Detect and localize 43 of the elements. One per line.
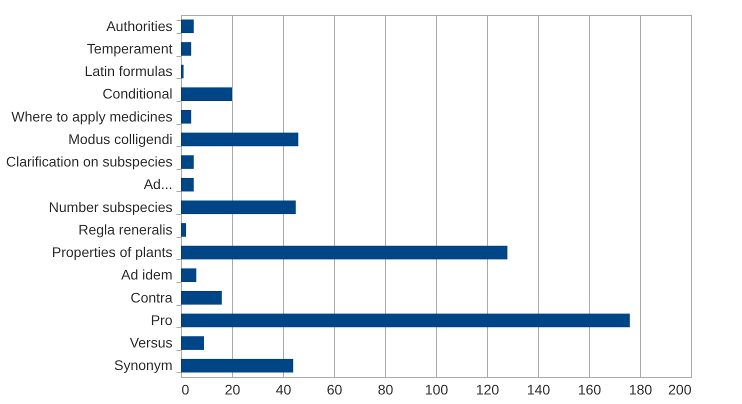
y-tick-label: Ad...: [144, 176, 172, 192]
x-tick-label: 200: [668, 382, 692, 398]
y-tick-label: Where to apply medicines: [11, 108, 172, 124]
bar: [181, 358, 294, 372]
bar: [181, 223, 186, 237]
y-tick-label: Pro: [150, 312, 173, 328]
y-tick-label: Synonym: [114, 357, 172, 374]
x-tick-label: 120: [476, 382, 500, 398]
y-tick-label: Temperament: [86, 40, 173, 56]
bar: [181, 64, 184, 78]
y-tick-label: Latin formulas: [84, 63, 172, 80]
x-tick-label: 140: [526, 382, 550, 398]
bar: [181, 336, 204, 350]
x-tick-label: 160: [578, 382, 602, 398]
bar: [181, 20, 194, 34]
y-tick-label: Contra: [130, 289, 173, 306]
y-tick-label: Ad idem: [121, 266, 172, 283]
bar: [181, 178, 194, 192]
bar: [181, 110, 192, 124]
y-tick-label: Versus: [130, 334, 172, 351]
y-tick-label: Authorities: [106, 18, 172, 34]
x-tick-label: 40: [276, 382, 292, 398]
bar: [181, 291, 222, 305]
bar: [181, 200, 296, 214]
bar: [181, 155, 194, 169]
x-tick-label: 0: [182, 382, 190, 398]
bar: [181, 42, 192, 56]
x-tick-label: 20: [224, 382, 240, 398]
y-tick-label: Properties of plants: [52, 244, 172, 260]
y-tick-label: Number subspecies: [48, 198, 172, 215]
x-tick-label: 180: [628, 382, 652, 398]
bar: [181, 268, 196, 282]
bar: [181, 314, 630, 328]
y-tick-label: Conditional: [102, 86, 172, 102]
x-tick-label: 80: [378, 382, 394, 398]
x-tick-label: 100: [424, 382, 448, 398]
y-tick-label: Regla reneralis: [78, 221, 172, 238]
y-tick-label: Modus colligendi: [68, 130, 172, 147]
bar: [181, 87, 232, 101]
x-tick-label: 60: [326, 382, 342, 398]
bar: [181, 132, 298, 146]
bar: [181, 246, 508, 260]
y-tick-label: Clarification on subspecies: [6, 154, 172, 170]
